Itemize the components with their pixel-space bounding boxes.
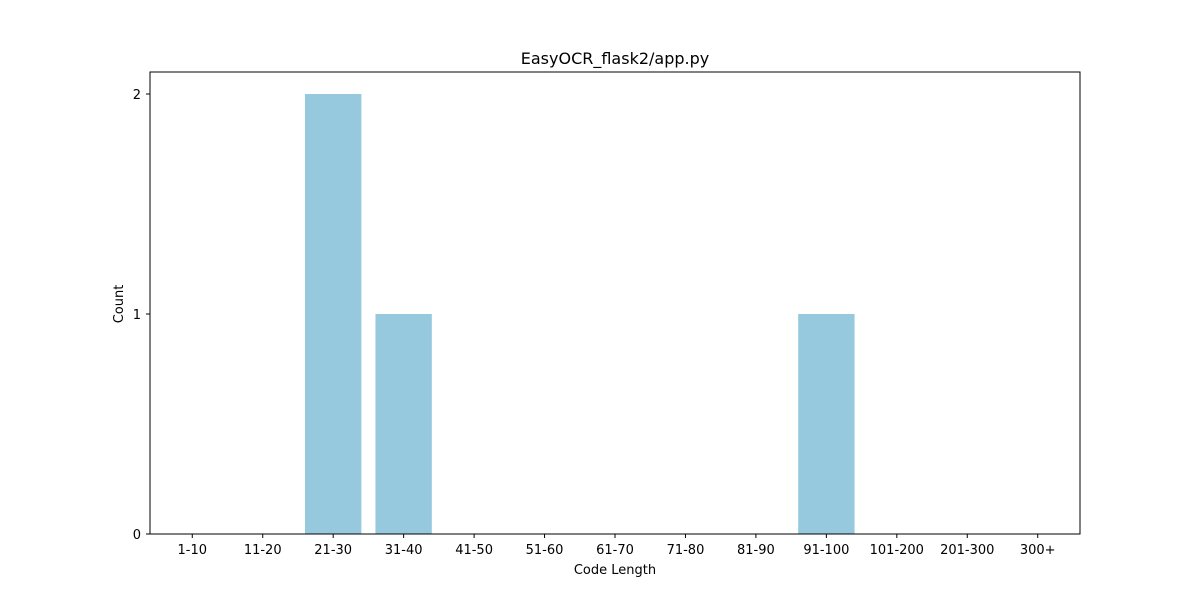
bar-31-40 (375, 314, 432, 534)
y-tick-label: 0 (133, 528, 141, 543)
x-tick-label: 71-80 (667, 543, 705, 558)
x-tick-label: 201-300 (940, 543, 994, 558)
x-tick-label: 51-60 (526, 543, 564, 558)
x-axis-ticks: 1-10 11-20 21-30 31-40 41-50 51-60 61-70 71-80 8… (178, 534, 1056, 558)
chart-title: EasyOCR_flask2/app.py (521, 49, 709, 69)
x-tick-label: 41-50 (455, 543, 493, 558)
y-tick-label: 2 (133, 88, 141, 103)
x-tick-label: 101-200 (870, 543, 924, 558)
bar-91-100 (798, 314, 855, 534)
x-tick-label: 1-10 (178, 543, 208, 558)
x-tick-label: 91-100 (803, 543, 849, 558)
y-tick-label: 1 (133, 308, 141, 323)
bars-layer (305, 94, 855, 534)
bar-21-30 (305, 94, 362, 534)
x-tick-label: 81-90 (737, 543, 775, 558)
y-axis-label: Count (112, 285, 127, 324)
x-tick-label: 300+ (1020, 543, 1056, 558)
y-axis-ticks: 0 1 2 (133, 88, 150, 543)
plot-frame (149, 71, 1081, 535)
x-tick-label: 11-20 (244, 543, 282, 558)
x-tick-label: 21-30 (314, 543, 352, 558)
x-tick-label: 31-40 (385, 543, 423, 558)
x-tick-label: 61-70 (596, 543, 634, 558)
x-axis-label: Code Length (574, 563, 656, 578)
